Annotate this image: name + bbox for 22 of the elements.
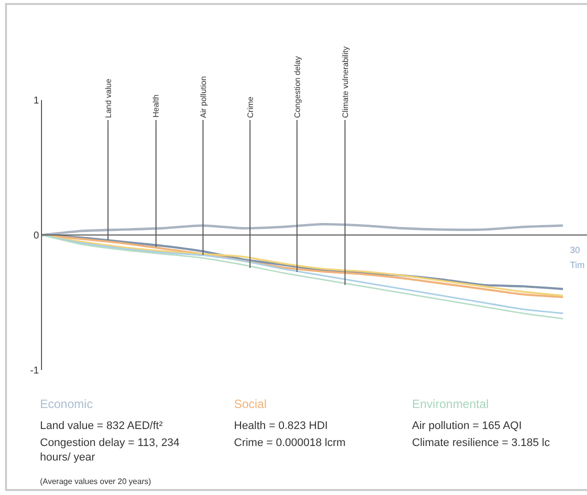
text: Air pollution = 165 AQI <box>412 420 522 432</box>
annotation: Climate vulnerability <box>341 46 350 118</box>
text: Environmental <box>412 397 489 411</box>
annotation: Air pollution <box>199 76 208 118</box>
y-tick-label: 0 <box>33 230 40 242</box>
annotation: Crime <box>246 96 255 118</box>
text: Congestion delay = 113, 234 hours/ year <box>40 437 180 464</box>
annotation: 30 <box>570 245 580 255</box>
text: Health = 0.823 HDI <box>234 420 328 432</box>
y-tick-label: 1 <box>33 96 40 106</box>
annotation: Tim <box>570 260 585 270</box>
annotation: Health <box>152 94 160 118</box>
text: Crime = 0.000018 lcrm <box>234 437 346 449</box>
annotation: Congestion delay <box>293 56 302 118</box>
text: Economic <box>40 397 93 411</box>
text: (Average values over 20 years) <box>40 477 152 486</box>
text: Land value = 832 AED/ft² <box>40 420 163 432</box>
y-tick-label: -1 <box>30 366 40 376</box>
annotation: Land value <box>104 78 113 118</box>
text: Climate resilience = 3.185 lc <box>412 437 550 449</box>
line-series <box>42 223 564 236</box>
text: Social <box>234 397 267 411</box>
